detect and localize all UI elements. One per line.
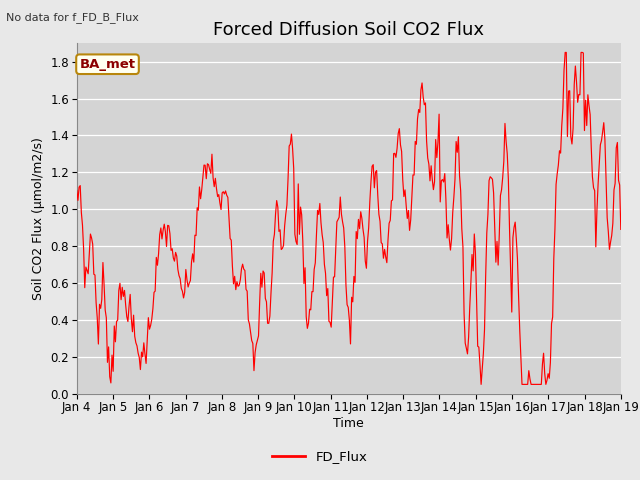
Title: Forced Diffusion Soil CO2 Flux: Forced Diffusion Soil CO2 Flux [213,21,484,39]
X-axis label: Time: Time [333,417,364,430]
Text: No data for f_FD_B_Flux: No data for f_FD_B_Flux [6,12,140,23]
Legend: FD_Flux: FD_Flux [267,445,373,468]
Text: BA_met: BA_met [79,58,136,71]
Y-axis label: Soil CO2 Flux (μmol/m2/s): Soil CO2 Flux (μmol/m2/s) [32,137,45,300]
